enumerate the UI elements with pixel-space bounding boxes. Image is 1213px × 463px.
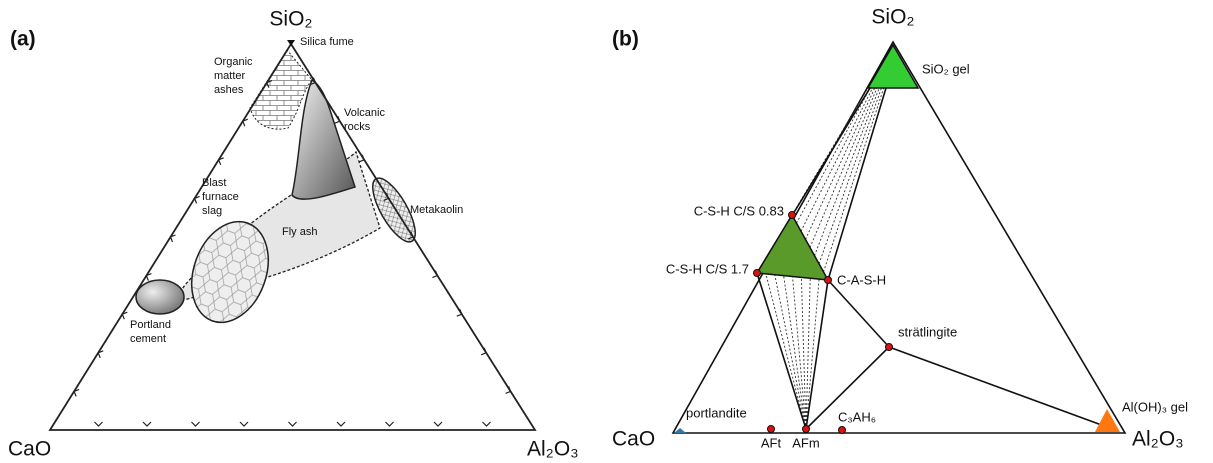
label: Al(OH)₃ gel <box>1122 399 1188 414</box>
label: rocks <box>344 121 371 133</box>
tie-line <box>805 278 811 430</box>
tick <box>239 421 249 427</box>
panel-b-shapes <box>671 40 1127 434</box>
aloh3-triangle <box>1095 409 1120 432</box>
label: Blast <box>202 177 226 189</box>
csh-triangle <box>755 213 830 281</box>
label: (a) <box>10 28 36 51</box>
label: C-S-H C/S 1.7 <box>666 261 749 276</box>
portland-region <box>135 279 185 315</box>
panel-a-shapes <box>48 40 537 431</box>
label: Organic <box>214 56 253 68</box>
tie-line <box>818 87 882 264</box>
tick <box>432 270 439 279</box>
tick <box>142 421 152 427</box>
label: furnace <box>202 191 239 203</box>
tick <box>480 347 487 356</box>
tick <box>383 193 390 201</box>
labels: (a) SiO₂ CaO Al₂O₃ Silica fume Organic matter a… <box>8 6 1188 461</box>
tick <box>191 421 200 427</box>
tie-line <box>823 87 885 273</box>
tie-line <box>800 277 807 430</box>
tick <box>97 350 104 359</box>
label: Silica fume <box>300 36 354 48</box>
tick <box>407 231 414 240</box>
tick <box>336 421 346 427</box>
label: (b) <box>612 28 639 51</box>
tie-line <box>805 279 820 430</box>
tick <box>385 421 394 427</box>
label: slag <box>202 205 222 217</box>
label: strätlingite <box>898 324 957 339</box>
tick <box>310 77 317 86</box>
tick <box>266 80 273 88</box>
label: portlandite <box>686 405 747 420</box>
label: AFm <box>792 435 819 450</box>
label: matter <box>214 70 246 82</box>
tie-line <box>783 275 807 430</box>
label: Volcanic <box>344 107 385 119</box>
tick <box>288 421 297 427</box>
tick <box>73 388 80 397</box>
apex-marker <box>287 40 295 46</box>
ternary-triangle-b <box>671 40 1127 434</box>
phase-lines <box>756 87 1108 430</box>
tie-line <box>814 87 880 256</box>
label: C-S-H C/S 0.83 <box>694 203 784 218</box>
tie-line <box>774 274 807 430</box>
tick <box>433 421 443 427</box>
label: SiO₂ gel <box>922 61 970 76</box>
label: ashes <box>214 84 244 96</box>
label: SiO₂ <box>871 6 914 29</box>
label: CaO <box>8 438 51 461</box>
slag-region <box>191 220 269 324</box>
tick <box>358 154 365 163</box>
tick <box>242 118 249 127</box>
label: C₃AH₆ <box>838 409 876 424</box>
tick <box>193 195 200 204</box>
tie-line <box>800 87 873 232</box>
label: Al₂O₃ <box>527 438 579 461</box>
tie-line <box>765 273 807 430</box>
portlandite-triangle <box>674 428 686 433</box>
organic-ashes-region <box>249 49 313 130</box>
label: cement <box>130 333 166 345</box>
label: CaO <box>612 428 655 451</box>
label: Metakaolin <box>410 204 463 216</box>
tie-line <box>792 276 807 430</box>
label: AFt <box>761 435 782 450</box>
tick <box>334 115 341 124</box>
tick <box>505 386 512 394</box>
phase-points <box>753 211 893 434</box>
tick <box>217 157 224 166</box>
tie-line <box>805 87 876 240</box>
tie-line <box>796 87 871 224</box>
label: C-A-S-H <box>837 272 886 287</box>
tie-line <box>809 87 878 248</box>
tick <box>482 421 491 427</box>
tick <box>121 311 128 320</box>
sio2-gel-triangle <box>866 43 920 89</box>
tick <box>456 308 463 317</box>
tick <box>145 273 152 281</box>
tick <box>169 234 176 243</box>
edge-ticks <box>73 77 512 427</box>
label: Fly ash <box>282 226 317 238</box>
tick <box>94 421 103 427</box>
label: Al₂O₃ <box>1132 428 1184 451</box>
label: Portland <box>130 319 171 331</box>
label: SiO₂ <box>269 8 312 31</box>
